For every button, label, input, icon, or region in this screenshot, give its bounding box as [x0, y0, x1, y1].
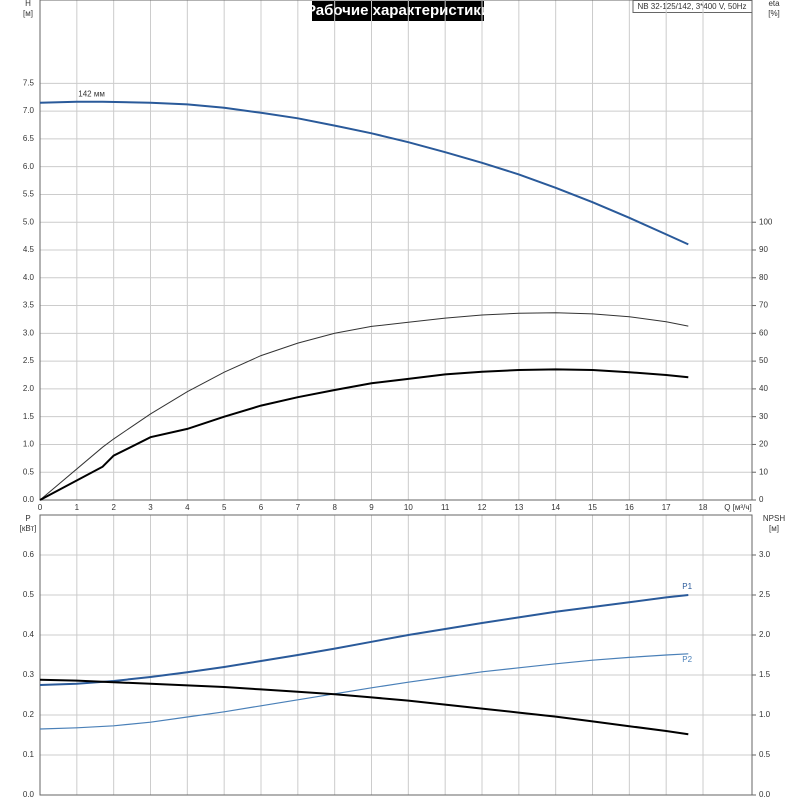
y2-tick-label: 1.0 — [759, 710, 771, 719]
series-line — [39, 312, 689, 501]
series-line — [39, 594, 689, 686]
y-tick-label: 0.1 — [23, 750, 35, 759]
y-axis-unit: [кВт] — [20, 524, 37, 533]
x-tick-label: 6 — [259, 503, 264, 512]
x-tick-label: 15 — [588, 503, 597, 512]
y2-tick-label: 0.5 — [759, 750, 771, 759]
y2-axis-unit: [%] — [768, 9, 780, 18]
x-tick-label: 12 — [478, 503, 487, 512]
x-axis-label: Q [м³/ч] — [724, 503, 751, 512]
y2-tick-label: 1.5 — [759, 670, 771, 679]
y-axis-label: P — [25, 514, 30, 523]
y-tick-label: 1.0 — [23, 440, 35, 449]
y2-tick-label: 2.0 — [759, 630, 771, 639]
y2-tick-label: 90 — [759, 245, 768, 254]
annotation: 142 мм — [78, 90, 105, 99]
y-tick-label: 3.0 — [23, 328, 35, 337]
y2-tick-label: 40 — [759, 384, 768, 393]
y2-tick-label: 20 — [759, 440, 768, 449]
y2-tick-label: 0 — [759, 495, 764, 504]
y2-tick-label: 3.0 — [759, 550, 771, 559]
y-axis-unit: [м] — [23, 9, 33, 18]
series-label: P1 — [682, 582, 692, 591]
y2-tick-label: 100 — [759, 217, 773, 226]
y-tick-label: 0.5 — [23, 590, 35, 599]
y-tick-label: 1.5 — [23, 412, 35, 421]
chart-title: Рабочие характеристики — [306, 2, 490, 19]
y2-tick-label: 2.5 — [759, 590, 771, 599]
series-line — [39, 100, 689, 246]
x-tick-label: 5 — [222, 503, 227, 512]
y-tick-label: 5.0 — [23, 217, 35, 226]
y2-axis-label: eta — [768, 0, 780, 8]
plot-frame — [39, 514, 753, 796]
x-tick-label: 14 — [551, 503, 560, 512]
y-tick-label: 0.5 — [23, 467, 35, 476]
y2-tick-label: 80 — [759, 273, 768, 282]
x-tick-label: 7 — [296, 503, 301, 512]
series-line — [39, 368, 689, 501]
y-tick-label: 4.5 — [23, 245, 35, 254]
y-tick-label: 5.5 — [23, 190, 35, 199]
y-tick-label: 0.0 — [23, 495, 35, 504]
plot-frame — [39, 0, 753, 501]
x-tick-label: 16 — [625, 503, 634, 512]
x-tick-label: 11 — [441, 503, 450, 512]
y-tick-label: 0.3 — [23, 670, 35, 679]
x-tick-label: 4 — [185, 503, 190, 512]
series-label: P2 — [682, 655, 692, 664]
y2-tick-label: 10 — [759, 467, 768, 476]
y2-tick-label: 50 — [759, 356, 768, 365]
y-tick-label: 2.5 — [23, 356, 35, 365]
y-tick-label: 2.0 — [23, 384, 35, 393]
y2-tick-label: 30 — [759, 412, 768, 421]
x-tick-label: 9 — [369, 503, 374, 512]
y-tick-label: 0.4 — [23, 630, 35, 639]
x-tick-label: 18 — [699, 503, 708, 512]
y-tick-label: 3.5 — [23, 301, 35, 310]
series-line — [39, 653, 689, 730]
y2-axis-label: NPSH — [763, 514, 785, 523]
y-tick-label: 0.6 — [23, 550, 35, 559]
x-tick-label: 10 — [404, 503, 413, 512]
y-tick-label: 6.0 — [23, 162, 35, 171]
y-axis-label: H — [25, 0, 31, 8]
x-tick-label: 2 — [111, 503, 116, 512]
y2-tick-label: 0.0 — [759, 790, 771, 799]
y2-axis-unit: [м] — [769, 524, 779, 533]
y-tick-label: 7.0 — [23, 106, 35, 115]
x-tick-label: 0 — [38, 503, 43, 512]
y-tick-label: 0.0 — [23, 790, 35, 799]
x-tick-label: 1 — [75, 503, 80, 512]
x-tick-label: 8 — [332, 503, 337, 512]
y-tick-label: 7.5 — [23, 78, 35, 87]
chart-subtitle: NB 32-125/142, 3*400 V, 50Hz — [637, 2, 746, 11]
x-tick-label: 17 — [662, 503, 671, 512]
x-tick-label: 13 — [514, 503, 523, 512]
y-tick-label: 0.2 — [23, 710, 35, 719]
y-tick-label: 6.5 — [23, 134, 35, 143]
title-box — [312, 1, 484, 21]
y-tick-label: 4.0 — [23, 273, 35, 282]
y2-tick-label: 60 — [759, 328, 768, 337]
x-tick-label: 3 — [148, 503, 153, 512]
y2-tick-label: 70 — [759, 301, 768, 310]
series-line — [39, 678, 689, 736]
